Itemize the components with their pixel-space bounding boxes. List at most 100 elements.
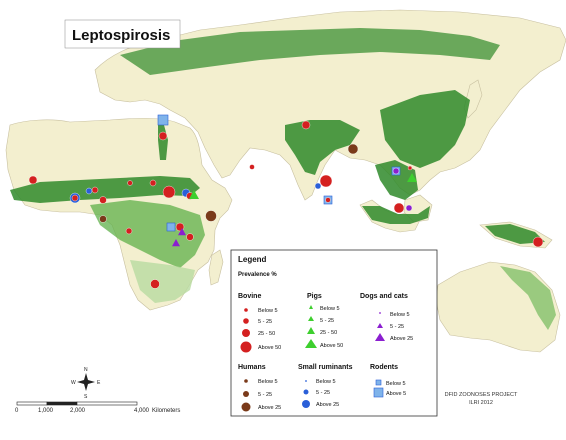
map-marker-24 (301, 120, 311, 130)
map-marker-22 (150, 279, 160, 289)
map-marker-18 (178, 228, 186, 236)
central-africa-green (90, 200, 205, 268)
legend-rodents-label-1: Above 5 (386, 391, 406, 397)
legend-small-ruminants-title: Small ruminants (298, 364, 353, 371)
map-marker-34 (393, 202, 405, 214)
europe-green (120, 28, 500, 75)
credit-line-1: DFID ZOONOSES PROJECT (445, 392, 518, 398)
map-marker-16 (166, 222, 176, 232)
legend-bovine-sym-0 (244, 308, 248, 312)
legend-humans-sym-0 (244, 379, 248, 383)
compass-s: S (84, 394, 88, 400)
map-marker-11 (127, 180, 133, 186)
new-guinea-green (485, 224, 545, 244)
legend-pigs-label-1: 5 - 25 (320, 318, 334, 324)
title-background (64, 19, 181, 49)
map-marker-27 (314, 182, 322, 190)
legend-rodents-sym-1 (373, 387, 384, 398)
legend-small-ruminants-sym-0 (305, 380, 307, 382)
map-marker-32 (407, 173, 417, 182)
credit: DFID ZOONOSES PROJECT ILRI 2012 (445, 392, 518, 406)
legend-dogs-cats-sym-1 (377, 323, 383, 328)
scale-bar: 0 1,000 2,000 4,000 Kilometers (15, 401, 180, 414)
legend-pigs-label-2: 25 - 50 (320, 330, 337, 336)
legend-humans-sym-1 (243, 391, 249, 397)
legend-small-ruminants-label-2: Above 25 (316, 402, 339, 408)
credit-line-2: ILRI 2012 (469, 400, 493, 406)
legend-dogs-cats-title: Dogs and cats (360, 293, 408, 300)
compass-e: E (97, 380, 101, 386)
title-box: Leptospirosis (64, 19, 181, 49)
map-marker-35 (405, 204, 413, 212)
legend-small-ruminants-label-1: 5 - 25 (316, 390, 330, 396)
islands-green (362, 206, 430, 224)
legend-bovine-sym-3 (240, 341, 252, 353)
legend-subtitle: Prevalence % (238, 272, 277, 278)
scale-tick-0: 0 (15, 408, 19, 414)
map-marker-29 (325, 197, 331, 203)
compass-rose: N S E W (71, 367, 101, 400)
map-marker-20 (172, 239, 180, 247)
scale-tick-1: 1,000 (38, 408, 54, 414)
map-marker-14 (189, 190, 199, 199)
legend-pigs-label-3: Above 50 (320, 343, 343, 349)
map-marker-10 (99, 215, 107, 223)
map-marker-7 (85, 187, 93, 195)
map-marker-9 (99, 196, 107, 204)
scale-tick-3: 4,000 (134, 408, 150, 414)
scale-unit: Kilometers (152, 408, 180, 414)
legend-dogs-cats-label-2: Above 25 (390, 336, 413, 342)
legend-humans-label-0: Below 5 (258, 379, 278, 385)
china-green (380, 90, 470, 168)
map-marker-3 (162, 185, 176, 199)
legend-title: Legend (238, 255, 267, 264)
map-marker-15 (205, 210, 217, 222)
map-marker-36 (532, 236, 544, 248)
madagascar-land (208, 249, 224, 286)
se-asia-green (375, 160, 418, 200)
legend-dogs-cats-label-0: Below 5 (390, 312, 410, 318)
legend-bovine-title: Bovine (238, 293, 261, 300)
compass-w: W (71, 380, 76, 386)
map-marker-21 (125, 227, 133, 235)
legend-humans-title: Humans (238, 364, 266, 371)
map-title: Leptospirosis (72, 27, 170, 44)
scale-tick-2: 2,000 (70, 408, 86, 414)
legend-small-ruminants-sym-2 (302, 400, 310, 408)
legend-bovine-label-0: Below 5 (258, 308, 278, 314)
map-marker-8 (91, 186, 99, 194)
legend-pigs-label-0: Below 5 (320, 306, 340, 312)
map-marker-33 (407, 165, 413, 171)
legend-dogs-cats-sym-2 (375, 333, 385, 341)
scale-seg-2 (76, 401, 138, 406)
compass-star (77, 373, 95, 391)
map-marker-25 (347, 143, 359, 155)
scale-seg-1 (46, 401, 78, 406)
legend-dogs-cats-sym-0 (379, 312, 381, 314)
compass-n: N (84, 367, 88, 373)
map-marker-1 (158, 131, 168, 141)
legend-pigs-sym-3 (305, 339, 317, 348)
legend-rodents-label-0: Below 5 (386, 381, 406, 387)
legend-bovine-label-3: Above 50 (258, 345, 281, 351)
map-marker-2 (28, 175, 38, 185)
legend-bovine-label-1: 5 - 25 (258, 319, 272, 325)
legend-small-ruminants-label-0: Below 5 (316, 379, 336, 385)
legend-pigs-sym-1 (308, 316, 314, 321)
map-marker-19 (186, 233, 194, 241)
legend-humans-sym-2 (241, 402, 251, 412)
marker-layer (28, 114, 544, 289)
map-marker-31 (392, 167, 400, 175)
legend-bovine-label-2: 25 - 50 (258, 331, 275, 337)
legend-bovine-sym-1 (243, 318, 249, 324)
legend-bovine-sym-2 (242, 329, 250, 337)
map-marker-6 (71, 194, 79, 202)
legend-pigs-sym-2 (307, 327, 315, 334)
legend-pigs-title: Pigs (307, 293, 322, 300)
legend-small-ruminants-sym-1 (303, 389, 309, 395)
map-marker-23 (249, 164, 255, 170)
map-marker-0 (157, 114, 169, 126)
southern-africa-green (130, 260, 195, 303)
india-green (285, 120, 360, 175)
